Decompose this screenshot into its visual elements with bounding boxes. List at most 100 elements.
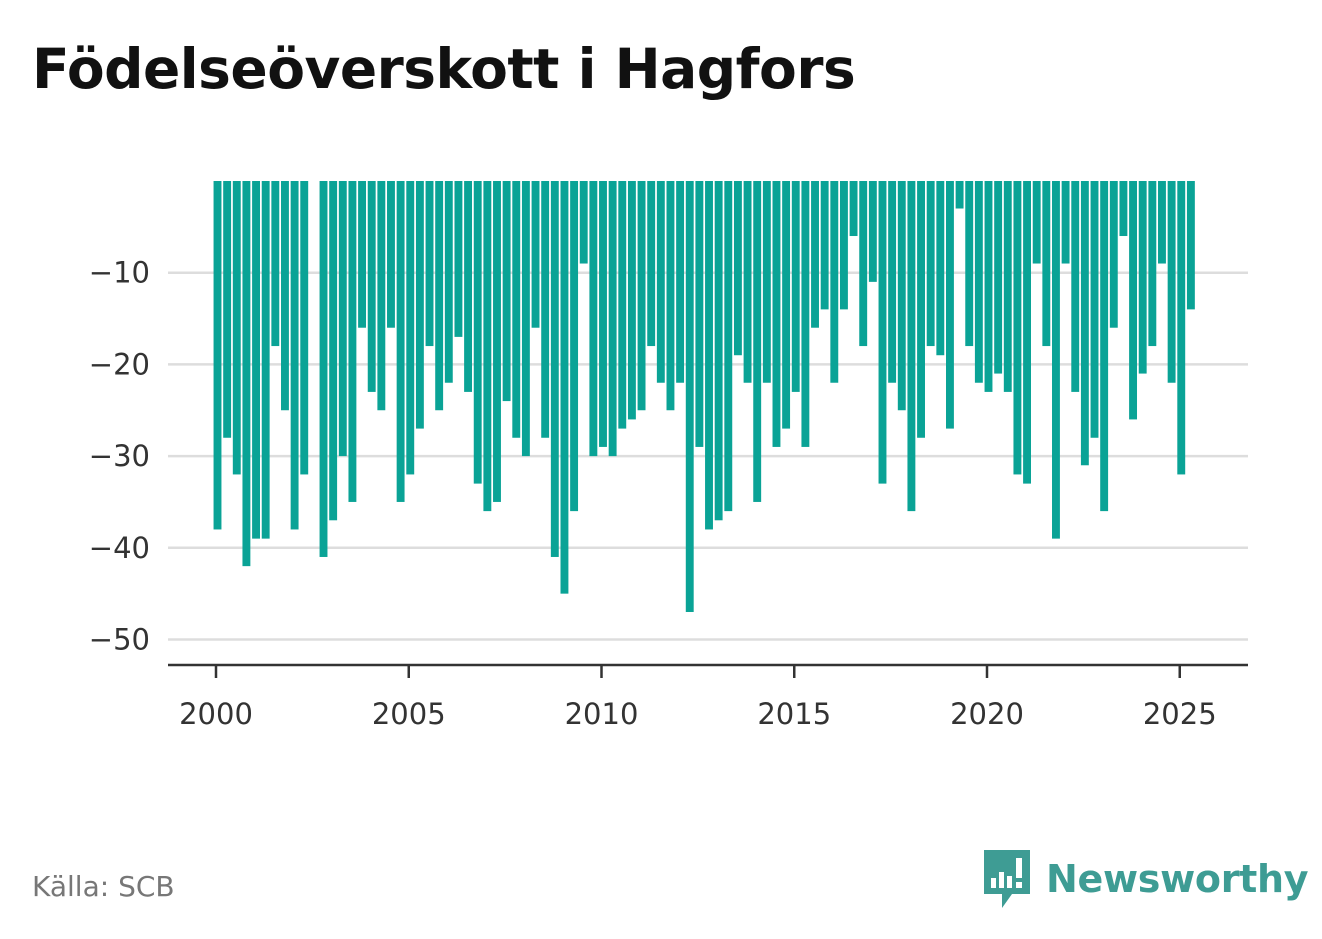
bar [946,181,954,429]
bar [531,181,540,328]
bar [300,181,309,475]
bar [637,181,646,411]
bar [1109,181,1118,328]
bar [705,181,713,530]
bar [1071,181,1080,392]
bar [512,181,521,438]
bar [849,181,858,237]
newsworthy-logo-icon [984,850,1030,908]
bar [1129,181,1138,420]
bar [348,181,357,502]
bar [1148,181,1157,347]
bar [733,181,742,356]
bar [917,181,925,438]
bar [435,181,444,411]
bar [897,181,906,411]
bar [627,181,636,420]
bar [1100,181,1109,512]
bar [223,181,232,438]
bar [666,181,675,411]
bar [1080,181,1089,466]
bar [387,181,395,328]
bar [396,181,405,502]
bar [521,181,530,457]
bar [878,181,887,484]
bar [984,181,993,392]
brand-name: Newsworthy [1046,857,1309,901]
bar [271,181,280,347]
bar [743,181,752,383]
bar [242,181,251,567]
y-axis-ticks: −10 −20 −30 −40 −50 [89,256,150,657]
bar [589,181,598,457]
y-tick-label: −30 [89,439,150,473]
bar [599,181,607,447]
x-tick-label: 2025 [1143,697,1217,731]
bar [570,181,579,512]
bar [839,181,848,310]
y-tick-label: −20 [89,347,150,381]
bar [1052,181,1060,539]
source-label: Källa: SCB [32,870,175,903]
bar [926,181,935,347]
bar [772,181,781,447]
bar [685,181,694,612]
x-tick-label: 2010 [565,697,639,731]
bar [965,181,974,347]
x-tick-label: 2020 [950,697,1024,731]
bar [724,181,733,512]
bar [464,181,473,392]
bar [377,181,386,411]
brand-logo: Newsworthy [982,848,1309,910]
bar [1061,181,1070,264]
bar [791,181,800,392]
bar [647,181,656,347]
bar [406,181,415,475]
bar [261,181,270,539]
bar [358,181,367,328]
bar [232,181,241,475]
bar [753,181,762,502]
bar [1167,181,1176,383]
bar [444,181,453,383]
bar [290,181,299,530]
y-tick-label: −10 [89,256,150,290]
bar [811,181,819,328]
bar [676,181,685,383]
bar [560,181,569,594]
bar [1013,181,1022,475]
bar [1090,181,1099,438]
bar [367,181,376,392]
bar [329,181,338,521]
bar [1177,181,1186,475]
bar [550,181,559,557]
bar [319,181,328,557]
bar [425,181,434,347]
bar [213,181,222,530]
bar [1032,181,1041,264]
bar [859,181,868,347]
bar [608,181,617,457]
y-tick-label: −40 [89,531,150,565]
bar [483,181,492,512]
bar [1138,181,1147,374]
bar [454,181,463,337]
bar [415,181,424,429]
x-tick-label: 2015 [757,697,831,731]
y-tick-label: −50 [89,623,150,657]
bar [830,181,839,383]
bar [1119,181,1128,237]
bar [762,181,771,383]
x-axis-ticks: 2000 2005 2010 2015 2020 2025 [179,665,1217,731]
bar [493,181,501,502]
bar [1042,181,1051,347]
bar [955,181,964,209]
bar [541,181,550,438]
bar [618,181,627,429]
bar [338,181,347,457]
x-tick-label: 2005 [372,697,446,731]
bar [868,181,877,282]
bar [888,181,897,383]
bar-series [213,181,1195,612]
